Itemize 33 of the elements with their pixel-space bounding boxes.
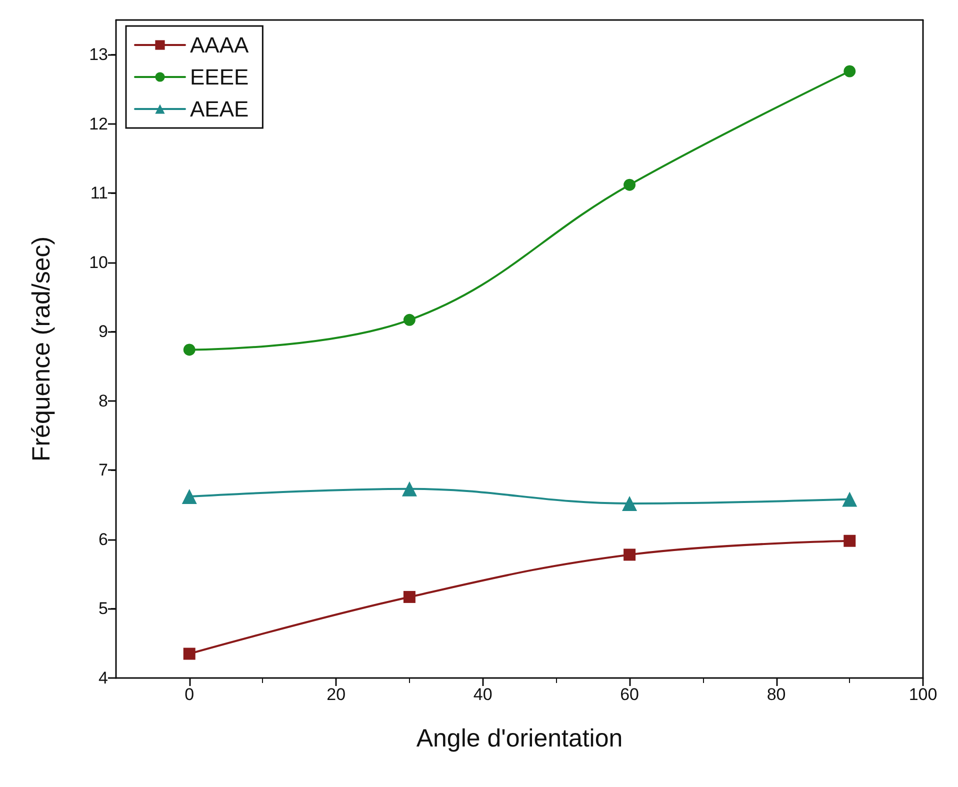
point — [844, 534, 856, 547]
legend-label: AAAA — [190, 32, 250, 58]
point — [182, 489, 197, 504]
y-tick-label: 5 — [98, 599, 108, 618]
point — [844, 65, 856, 78]
point — [624, 178, 636, 191]
y-tick-label: 8 — [98, 391, 108, 410]
point — [402, 481, 417, 496]
y-tick-label: 6 — [98, 530, 108, 549]
y-tick-label: 4 — [98, 668, 108, 688]
x-tick-label: 60 — [620, 685, 640, 704]
point — [403, 314, 416, 326]
y-tick-label: 11 — [90, 184, 108, 203]
x-axis-title: Angle d'orientation — [416, 724, 623, 752]
legend-label: AEAE — [190, 96, 249, 122]
x-tick-label: 100 — [908, 685, 938, 704]
y-tick-label: 10 — [89, 252, 108, 272]
x-tick-label: 80 — [766, 685, 786, 704]
y-axis-title: Fréquence (rad/sec) — [28, 236, 56, 462]
point — [624, 548, 636, 561]
x-tick-label: 40 — [473, 685, 492, 704]
y-tick-label: 13 — [89, 45, 108, 64]
y-tick-label: 12 — [89, 114, 108, 134]
y-tick-label: 7 — [98, 460, 108, 480]
point — [842, 492, 858, 507]
point — [183, 344, 196, 356]
y-tick-label: 9 — [98, 322, 108, 342]
point — [622, 496, 638, 511]
legend-label: EEEE — [190, 64, 249, 90]
x-tick-label: 0 — [184, 685, 194, 704]
x-tick-label: 20 — [326, 685, 346, 704]
point — [183, 648, 196, 660]
point — [403, 590, 416, 603]
